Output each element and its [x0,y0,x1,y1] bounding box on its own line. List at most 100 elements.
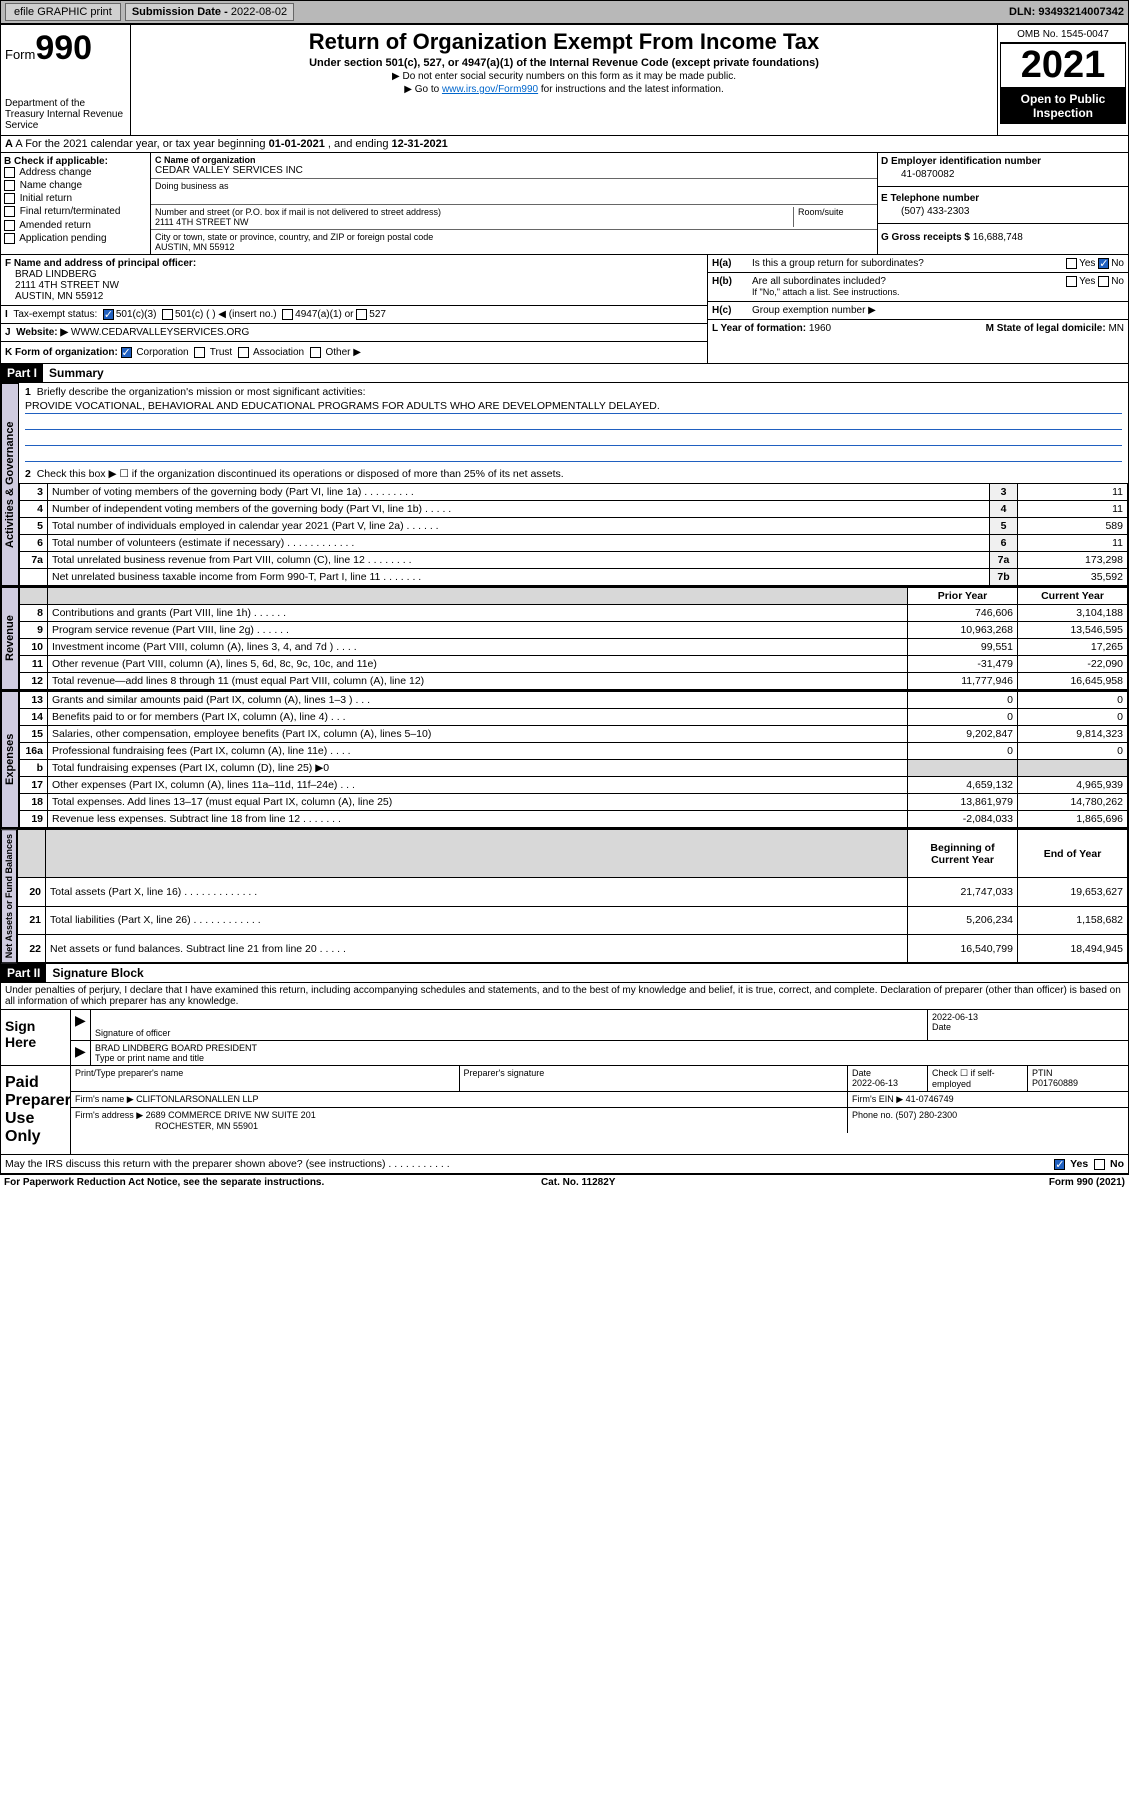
ptin: P01760889 [1032,1078,1078,1088]
mission-block: 1 Briefly describe the organization's mi… [19,383,1128,465]
officer-name: BRAD LINDBERG [15,269,97,280]
note-ssn: ▶ Do not enter social security numbers o… [135,71,993,82]
table-governance: 3Number of voting members of the governi… [19,483,1128,586]
chk-assoc[interactable] [238,347,249,358]
form-subtitle: Under section 501(c), 527, or 4947(a)(1)… [135,57,993,69]
efile-print-button[interactable]: efile GRAPHIC print [5,3,121,21]
chk-hb-no[interactable] [1098,276,1109,287]
row-hb: H(b) Are all subordinates included?If "N… [708,273,1128,302]
chk-4947[interactable] [282,309,293,320]
chk-address-change[interactable]: Address change [4,167,147,178]
website-url: WWW.CEDARVALLEYSERVICES.ORG [71,327,249,338]
chk-527[interactable] [356,309,367,320]
tel-value: (507) 433-2303 [901,206,1125,217]
chk-trust[interactable] [194,347,205,358]
form-number-cell: Form990 Department of the Treasury Inter… [1,25,131,135]
sign-here-block: Sign Here ▶ Signature of officer 2022-06… [0,1010,1129,1066]
sign-date: 2022-06-13 [932,1012,978,1022]
row-lm: L Year of formation: 1960 M State of leg… [708,320,1128,337]
chk-corp[interactable] [121,347,132,358]
gross-receipts: G Gross receipts $ 16,688,748 [881,232,1125,243]
chk-discuss-yes[interactable] [1054,1159,1065,1170]
officer-street: 2111 4TH STREET NW [15,280,119,291]
firm-ein: 41-0746749 [906,1094,954,1104]
room-suite: Room/suite [793,207,873,227]
dept-treasury: Department of the Treasury Internal Reve… [5,98,126,131]
instructions-link[interactable]: www.irs.gov/Form990 [442,84,538,95]
chk-hb-yes[interactable] [1066,276,1077,287]
tab-netassets: Net Assets or Fund Balances [1,829,17,963]
dln: DLN: 93493214007342 [1009,6,1124,18]
paid-preparer-label: Paid Preparer Use Only [1,1066,71,1154]
sign-here-label: Sign Here [1,1010,71,1065]
chk-self-employed[interactable]: Check ☐ if self-employed [932,1068,995,1089]
firm-addr1: 2689 COMMERCE DRIVE NW SUITE 201 [146,1110,316,1120]
chk-501c[interactable] [162,309,173,320]
chk-discuss-no[interactable] [1094,1159,1105,1170]
chk-ha-no[interactable] [1098,258,1109,269]
officer-print-name: BRAD LINDBERG BOARD PRESIDENT [95,1043,257,1053]
chk-name-change[interactable]: Name change [4,180,147,191]
org-name: CEDAR VALLEY SERVICES INC [155,165,303,176]
street-box: Number and street (or P.O. box if mail i… [151,205,877,230]
submission-date: Submission Date - 2022-08-02 [125,3,294,21]
form-title: Return of Organization Exempt From Incom… [135,29,993,55]
block-fijk-h: F Name and address of principal officer:… [0,255,1129,364]
row-ha: H(a) Is this a group return for subordin… [708,255,1128,273]
table-revenue: Prior YearCurrent Year8Contributions and… [19,587,1128,690]
form-header: Form990 Department of the Treasury Inter… [0,24,1129,136]
top-toolbar: efile GRAPHIC print Submission Date - 20… [0,0,1129,24]
chk-amended-return[interactable]: Amended return [4,220,147,231]
q2-discontinued: 2 Check this box ▶ ☐ if the organization… [19,465,1128,483]
col-d-ein: D Employer identification number 41-0870… [878,153,1128,254]
row-hc: H(c) Group exemption number ▶ [708,302,1128,320]
paid-preparer-block: Paid Preparer Use Only Print/Type prepar… [0,1066,1129,1155]
preparer-date: 2022-06-13 [852,1078,898,1088]
row-a-tax-year: A A For the 2021 calendar year, or tax y… [0,136,1129,153]
chk-initial-return[interactable]: Initial return [4,193,147,204]
cat-no: Cat. No. 11282Y [541,1177,615,1188]
tab-governance: Activities & Governance [1,383,19,586]
firm-name: CLIFTONLARSONALLEN LLP [136,1094,258,1104]
row-i-tax-status: I Tax-exempt status: 501(c)(3) 501(c) ( … [1,306,707,324]
part1-governance: Activities & Governance 1 Briefly descri… [0,383,1129,587]
note-link: ▶ Go to www.irs.gov/Form990 for instruct… [135,84,993,95]
firm-phone: (507) 280-2300 [896,1110,958,1120]
chk-other[interactable] [310,347,321,358]
year-formation: 1960 [809,323,831,334]
col-c-org-info: C Name of organization CEDAR VALLEY SERV… [151,153,878,254]
firm-addr2: ROCHESTER, MN 55901 [155,1121,258,1131]
tab-revenue: Revenue [1,587,19,690]
part2-header: Part II Signature Block [0,964,1129,983]
tax-year: 2021 [1000,43,1126,88]
mission-text: PROVIDE VOCATIONAL, BEHAVIORAL AND EDUCA… [25,400,1122,414]
tel-label: E Telephone number [881,193,979,204]
chk-app-pending[interactable]: Application pending [4,233,147,244]
table-expenses: 13Grants and similar amounts paid (Part … [19,691,1128,828]
tab-expenses: Expenses [1,691,19,828]
state-domicile: MN [1108,323,1124,334]
chk-ha-yes[interactable] [1066,258,1077,269]
part1-netassets: Net Assets or Fund Balances Beginning of… [0,829,1129,964]
dba-box: Doing business as [151,179,877,205]
col-b-label: B Check if applicable: [4,156,108,167]
ein-label: D Employer identification number [881,156,1041,167]
part1-revenue: Revenue Prior YearCurrent Year8Contribut… [0,587,1129,691]
perjury-statement: Under penalties of perjury, I declare th… [0,983,1129,1010]
officer-city: AUSTIN, MN 55912 [15,291,103,302]
footer: For Paperwork Reduction Act Notice, see … [0,1174,1129,1190]
table-netassets: Beginning of Current YearEnd of Year20To… [17,829,1128,963]
col-b-checkboxes: B Check if applicable: Address change Na… [1,153,151,254]
part1-expenses: Expenses 13Grants and similar amounts pa… [0,691,1129,829]
chk-501c3[interactable] [103,309,114,320]
public-inspection: Open to Public Inspection [1000,88,1126,124]
city-box: City or town, state or province, country… [151,230,877,254]
org-city: AUSTIN, MN 55912 [155,242,235,252]
part1-header: Part I Summary [0,364,1129,383]
chk-final-return[interactable]: Final return/terminated [4,206,147,217]
org-street: 2111 4TH STREET NW [155,217,249,227]
form-ref: Form 990 (2021) [1049,1177,1125,1188]
discuss-row: May the IRS discuss this return with the… [0,1155,1129,1174]
org-name-box: C Name of organization CEDAR VALLEY SERV… [151,153,877,179]
row-k-form-org: K Form of organization: Corporation Trus… [1,342,707,363]
